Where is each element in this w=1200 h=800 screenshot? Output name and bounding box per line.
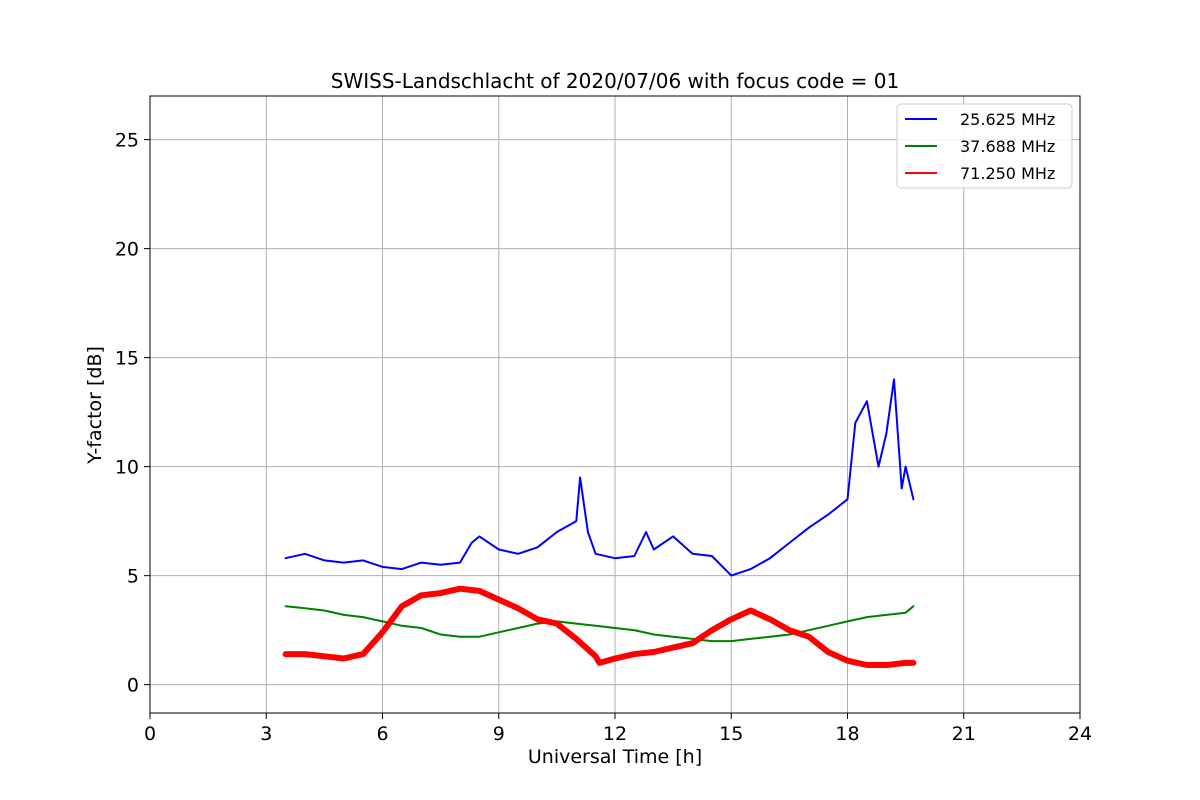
y-tick-label: 0 [127,675,139,697]
x-tick-label: 3 [260,723,272,745]
axis-ticks: 0 3 6 9 12 15 18 21 24 0 5 10 15 20 25 [115,130,1092,745]
x-axis-title: Universal Time [h] [528,746,702,768]
x-tick-label: 15 [719,723,743,745]
x-tick-label: 21 [952,723,976,745]
x-tick-label: 0 [144,723,156,745]
x-tick-label: 12 [603,723,627,745]
x-tick-label: 24 [1068,723,1092,745]
y-tick-label: 25 [115,130,139,152]
series-line-1 [284,378,915,577]
y-tick-label: 15 [115,348,139,370]
legend-box [896,103,1073,189]
x-tick-label: 9 [493,723,505,745]
y-tick-label: 20 [115,239,139,261]
legend-label: 71.250 MHz [960,164,1055,183]
x-tick-label: 18 [835,723,859,745]
x-tick-label: 6 [376,723,388,745]
legend-label: 37.688 MHz [960,137,1055,156]
series-layer [282,378,917,668]
legend-label: 25.625 MHz [960,110,1055,129]
y-tick-label: 5 [127,566,139,588]
legend: 25.625 MHz 37.688 MHz 71.250 MHz [896,103,1073,189]
y-tick-label: 10 [115,457,139,479]
y-axis-title: Y-factor [dB] [84,346,106,465]
series-line-3 [282,585,917,668]
chart-title: SWISS-Landschlacht of 2020/07/06 with fo… [331,69,899,93]
